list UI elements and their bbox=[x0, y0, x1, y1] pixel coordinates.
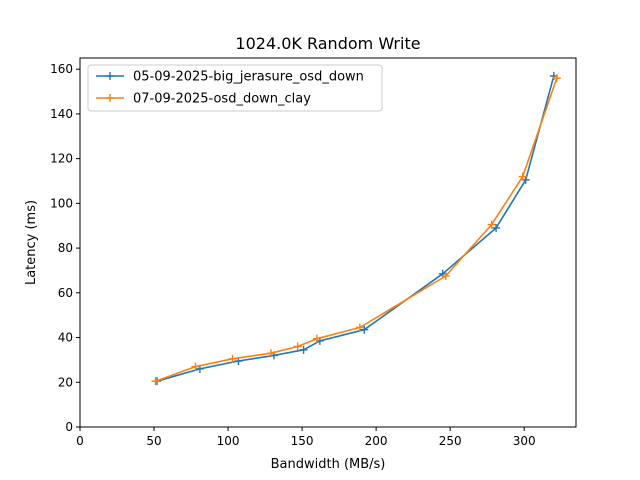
x-tick-label: 300 bbox=[513, 434, 536, 448]
plot-area bbox=[151, 71, 561, 386]
data-point bbox=[487, 220, 496, 229]
y-tick-label: 120 bbox=[50, 152, 73, 166]
y-tick-label: 0 bbox=[65, 420, 73, 434]
y-tick-label: 20 bbox=[58, 375, 73, 389]
plot-frame bbox=[79, 57, 577, 428]
x-tick-label: 150 bbox=[291, 434, 314, 448]
y-tick-label: 100 bbox=[50, 196, 73, 210]
x-tick-label: 200 bbox=[365, 434, 388, 448]
y-tick-label: 60 bbox=[58, 286, 73, 300]
chart-title: 1024.0K Random Write bbox=[235, 34, 420, 53]
data-point bbox=[312, 334, 321, 343]
y-tick-label: 140 bbox=[50, 107, 73, 121]
data-point bbox=[552, 74, 561, 83]
x-axis: 0 50 100 150 200 250 300 bbox=[76, 427, 536, 448]
legend-marker bbox=[106, 72, 114, 80]
data-point bbox=[441, 272, 450, 281]
data-point bbox=[228, 354, 237, 363]
data-point bbox=[360, 325, 369, 334]
data-point bbox=[518, 172, 527, 181]
x-tick-label: 250 bbox=[439, 434, 462, 448]
data-point bbox=[293, 342, 302, 351]
series-1 bbox=[152, 71, 558, 386]
legend-label: 05-09-2025-big_jerasure_osd_down bbox=[133, 70, 364, 85]
x-axis-label: Bandwidth (MB/s) bbox=[271, 457, 386, 472]
legend-marker bbox=[106, 94, 114, 102]
data-point bbox=[299, 345, 308, 354]
series-2 bbox=[151, 74, 561, 386]
x-tick-label: 0 bbox=[76, 434, 84, 448]
y-tick-label: 160 bbox=[50, 62, 73, 76]
data-point bbox=[266, 349, 275, 358]
y-axis: 0 20 40 60 80 100 120 140 160 bbox=[50, 62, 80, 434]
legend: 05-09-2025-big_jerasure_osd_down 07-09-20… bbox=[87, 64, 383, 112]
legend-item: 05-09-2025-big_jerasure_osd_down bbox=[96, 70, 364, 85]
data-point bbox=[191, 362, 200, 371]
legend-item: 07-09-2025-osd_down_clay bbox=[96, 92, 311, 107]
data-point bbox=[355, 323, 364, 332]
x-tick-label: 100 bbox=[217, 434, 240, 448]
legend-label: 07-09-2025-osd_down_clay bbox=[133, 92, 311, 107]
x-tick-label: 50 bbox=[146, 434, 161, 448]
legend-box bbox=[87, 64, 383, 112]
y-tick-label: 80 bbox=[58, 241, 73, 255]
data-point bbox=[492, 223, 501, 232]
y-tick-label: 40 bbox=[58, 331, 73, 345]
y-axis-label: Latency (ms) bbox=[24, 200, 39, 285]
data-point bbox=[151, 377, 160, 386]
